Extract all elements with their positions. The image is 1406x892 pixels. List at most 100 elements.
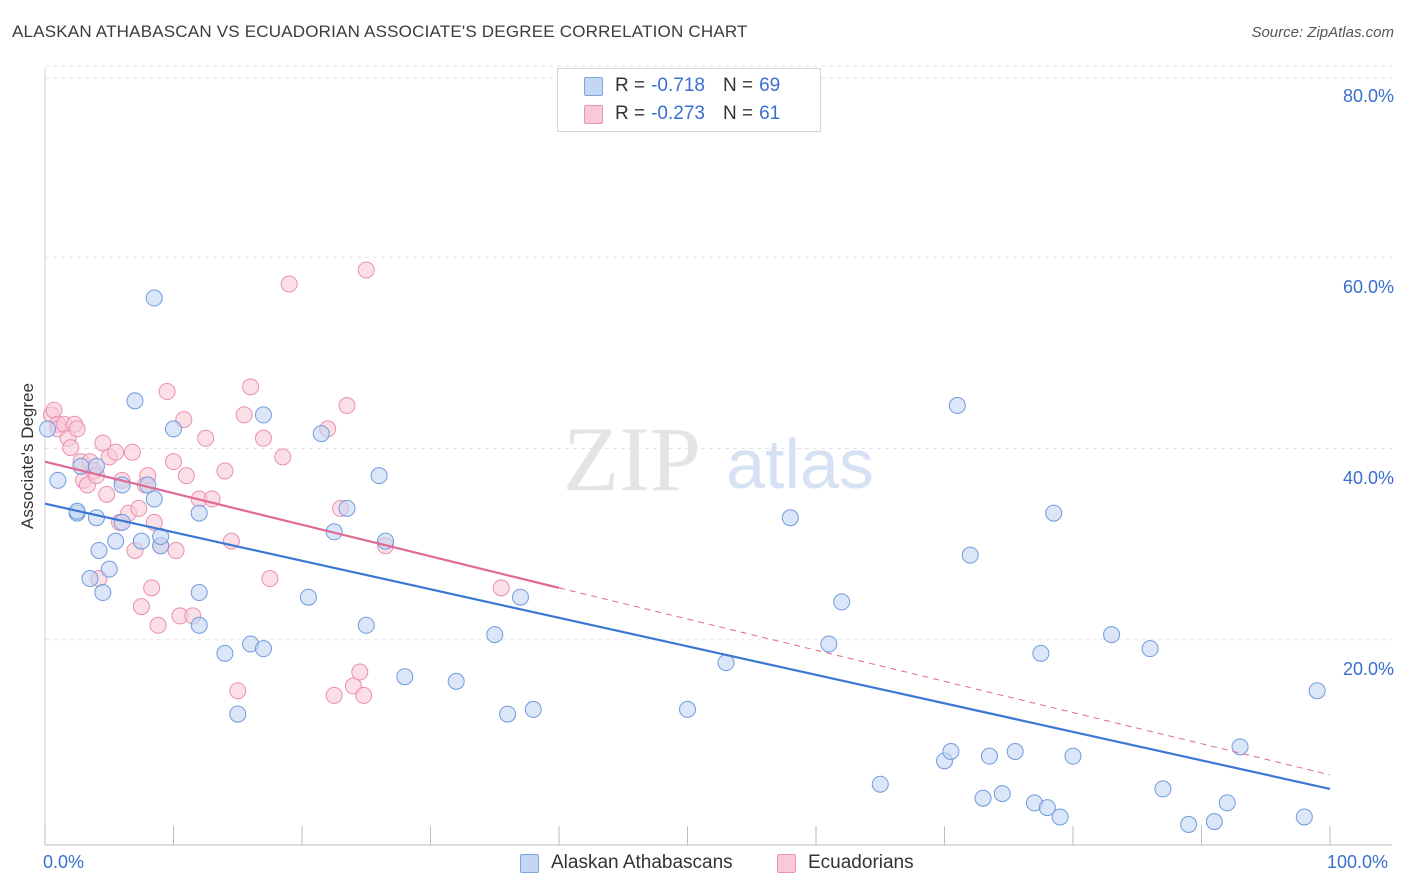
data-point bbox=[524, 700, 542, 718]
data-point bbox=[90, 541, 108, 559]
legend-swatch-pink bbox=[584, 104, 603, 124]
data-point bbox=[1295, 808, 1313, 826]
data-point bbox=[1064, 747, 1082, 765]
data-point bbox=[158, 383, 176, 401]
data-point bbox=[961, 546, 979, 564]
data-point bbox=[679, 700, 696, 718]
data-point bbox=[132, 532, 150, 550]
axes bbox=[44, 68, 1392, 846]
n-label: N = bbox=[722, 103, 754, 124]
data-point bbox=[1038, 799, 1056, 817]
n-value: 69 bbox=[759, 75, 781, 96]
data-point bbox=[216, 462, 234, 480]
data-point bbox=[396, 668, 414, 686]
r-label: R = bbox=[615, 103, 646, 124]
y-tick-label: 40.0% bbox=[1342, 468, 1394, 488]
data-point bbox=[357, 616, 375, 634]
data-point bbox=[499, 705, 517, 723]
data-point bbox=[167, 541, 185, 559]
data-point bbox=[130, 499, 148, 517]
data-point bbox=[39, 420, 57, 438]
data-point bbox=[45, 401, 63, 419]
n-value: 61 bbox=[759, 103, 781, 124]
data-point bbox=[1103, 626, 1121, 644]
data-point bbox=[1218, 794, 1236, 812]
data-point bbox=[190, 616, 208, 634]
data-point bbox=[229, 682, 247, 700]
data-point bbox=[486, 626, 504, 644]
legend-swatch-blue bbox=[520, 853, 539, 873]
data-point bbox=[62, 439, 80, 457]
data-point bbox=[145, 289, 163, 307]
data-point bbox=[165, 453, 182, 471]
data-point bbox=[357, 261, 375, 279]
legend-swatch-blue bbox=[584, 76, 603, 96]
data-point bbox=[993, 785, 1011, 803]
data-point bbox=[980, 747, 998, 765]
n-label: N = bbox=[722, 75, 754, 96]
data-point bbox=[274, 448, 292, 466]
trend-lines bbox=[44, 460, 1331, 790]
trend-line-alaskan bbox=[44, 502, 1331, 790]
data-point bbox=[216, 644, 234, 662]
data-point bbox=[370, 467, 388, 485]
y-tick-label: 80.0% bbox=[1342, 86, 1394, 106]
source-label: Source: ZipAtlas.com bbox=[1251, 24, 1394, 41]
legend-row-ecuadorian: R = -0.273 N = 61 bbox=[584, 101, 780, 127]
legend-item-alaskan-athabascans[interactable]: Alaskan Athabascans bbox=[520, 852, 733, 874]
data-point bbox=[1205, 813, 1223, 831]
data-point bbox=[100, 560, 118, 578]
series-alaskan-athabascans bbox=[39, 289, 1326, 833]
data-point bbox=[1308, 682, 1326, 700]
data-point bbox=[1141, 640, 1159, 658]
data-point bbox=[149, 616, 167, 634]
data-point bbox=[190, 584, 208, 602]
data-point bbox=[177, 467, 195, 485]
legend-label: Ecuadorians bbox=[808, 852, 914, 873]
data-point bbox=[942, 743, 960, 760]
data-point bbox=[338, 499, 356, 517]
data-point bbox=[132, 598, 150, 616]
r-value: -0.273 bbox=[651, 103, 705, 124]
legend-label: Alaskan Athabascans bbox=[551, 852, 733, 873]
y-tick-label: 20.0% bbox=[1342, 659, 1394, 679]
x-tick-label: 0.0% bbox=[43, 852, 85, 872]
r-label: R = bbox=[615, 75, 646, 96]
x-tick-label: 100.0% bbox=[1327, 852, 1389, 872]
data-point bbox=[165, 420, 182, 438]
data-point bbox=[98, 485, 116, 503]
data-point bbox=[81, 570, 99, 588]
data-point bbox=[68, 420, 86, 438]
data-point bbox=[280, 275, 298, 293]
legend-swatch-pink bbox=[777, 853, 796, 873]
series-ecuadorians bbox=[42, 261, 510, 704]
data-point bbox=[1006, 743, 1024, 760]
data-point bbox=[107, 443, 125, 461]
data-point bbox=[325, 686, 343, 704]
data-point bbox=[190, 504, 208, 522]
data-point bbox=[254, 640, 272, 658]
data-point bbox=[87, 509, 105, 527]
data-point bbox=[1154, 780, 1172, 798]
data-point bbox=[1051, 808, 1069, 826]
data-point bbox=[871, 775, 889, 793]
y-axis-label: Associate's Degree bbox=[18, 383, 37, 529]
watermark-atlas: atlas bbox=[726, 425, 874, 503]
data-point bbox=[143, 579, 161, 597]
data-point bbox=[312, 425, 330, 443]
data-point bbox=[261, 570, 279, 588]
data-point bbox=[197, 429, 215, 447]
data-point bbox=[235, 406, 253, 424]
data-point bbox=[94, 434, 112, 452]
trend-line-ecuadorian-extension bbox=[558, 587, 1331, 776]
data-point bbox=[781, 509, 799, 527]
data-point bbox=[299, 588, 317, 606]
legend-item-ecuadorians[interactable]: Ecuadorians bbox=[777, 852, 914, 874]
data-point bbox=[107, 532, 125, 550]
data-point bbox=[1231, 738, 1249, 756]
data-point bbox=[820, 635, 838, 653]
data-point bbox=[974, 789, 992, 807]
data-point bbox=[492, 579, 510, 597]
data-point bbox=[49, 471, 67, 489]
